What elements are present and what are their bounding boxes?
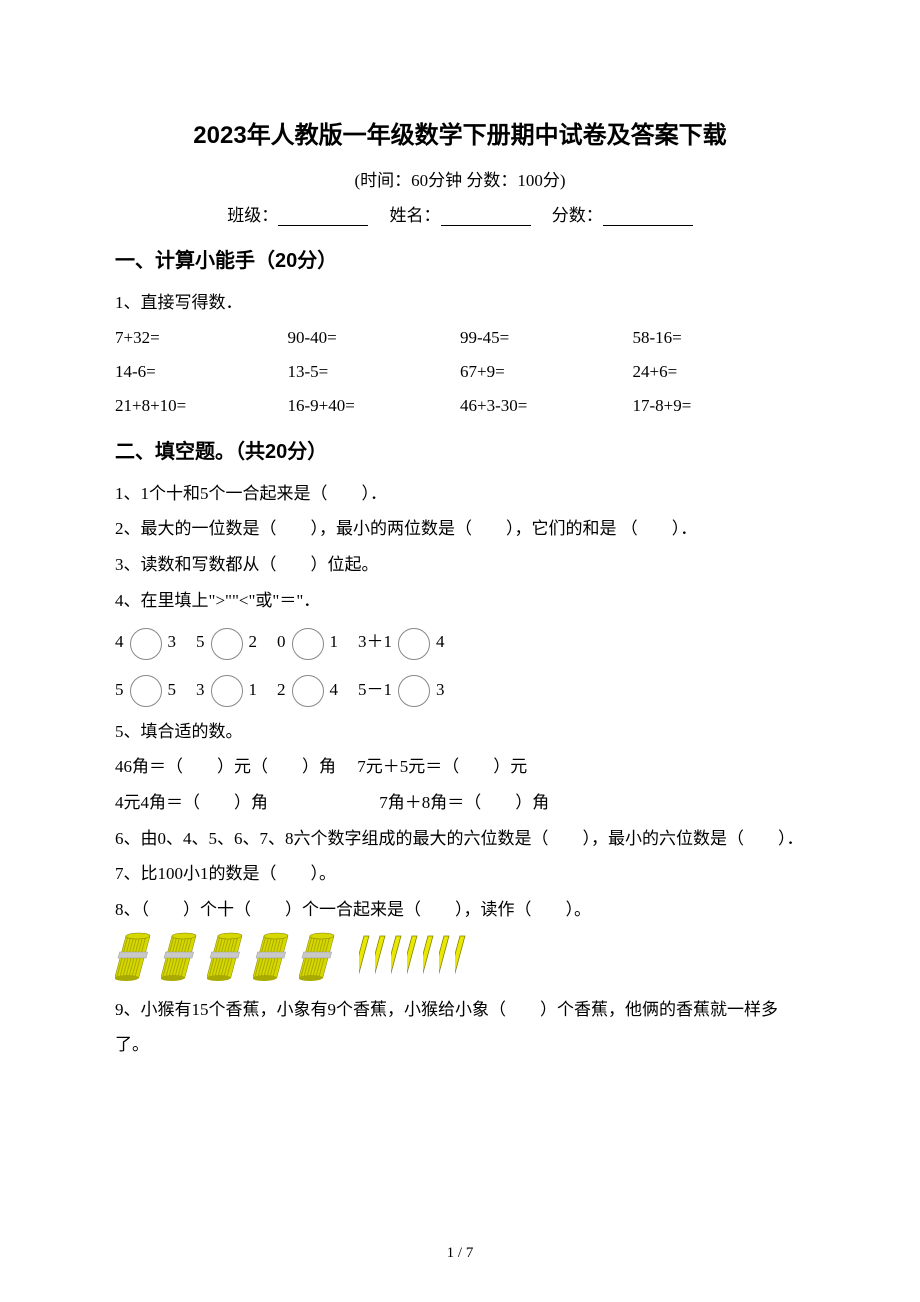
compare-right: 4 xyxy=(436,632,445,651)
compare-left: 3＋1 xyxy=(358,632,392,651)
calc-cell: 17-8+9= xyxy=(633,389,806,423)
q5-line1: 46角＝（ ）元（ ）角 7元＋5元＝（ ）元 xyxy=(115,749,805,785)
compare-right: 3 xyxy=(436,680,445,699)
compare-item: 24 xyxy=(277,666,338,714)
stick-bundle-icon xyxy=(299,932,341,982)
compare-circle xyxy=(211,628,243,660)
compare-left: 4 xyxy=(115,632,124,651)
compare-right: 2 xyxy=(249,632,258,651)
q4-row1: 4352013＋14 xyxy=(115,618,805,666)
compare-right: 1 xyxy=(330,632,339,651)
calc-cell: 58-16= xyxy=(633,321,806,355)
stick-icon xyxy=(391,932,403,982)
compare-item: 43 xyxy=(115,618,176,666)
score-blank xyxy=(603,208,693,226)
q3: 3、读数和写数都从（ ）位起。 xyxy=(115,547,805,583)
compare-circle xyxy=(292,628,324,660)
calc-cell: 67+9= xyxy=(460,355,633,389)
sticks-image xyxy=(115,932,805,982)
compare-circle xyxy=(130,675,162,707)
page-title: 2023年人教版一年级数学下册期中试卷及答案下载 xyxy=(115,115,805,150)
q5-line2: 4元4角＝（ ）角 7角＋8角＝（ ）角 xyxy=(115,785,805,821)
compare-right: 4 xyxy=(330,680,339,699)
class-blank xyxy=(278,208,368,226)
stick-icon xyxy=(455,932,467,982)
calc-grid: 7+32=90-40=99-45=58-16= 14-6=13-5=67+9=24… xyxy=(115,321,805,423)
stick-bundle-icon xyxy=(253,932,295,982)
calc-cell: 90-40= xyxy=(288,321,461,355)
compare-left: 5 xyxy=(115,680,124,699)
compare-right: 1 xyxy=(249,680,258,699)
compare-left: 5 xyxy=(196,632,205,651)
calc-cell: 13-5= xyxy=(288,355,461,389)
q9: 9、小猴有15个香蕉，小象有9个香蕉，小猴给小象（ ）个香蕉，他俩的香蕉就一样多… xyxy=(115,992,805,1063)
compare-left: 3 xyxy=(196,680,205,699)
class-label: 班级： xyxy=(227,206,278,225)
name-blank xyxy=(441,208,531,226)
q5-line1-b: 7元＋5元＝（ ）元 xyxy=(357,757,527,776)
q7: 7、比100小1的数是（ ）。 xyxy=(115,856,805,892)
q8: 8、（ ）个十（ ）个一合起来是（ ），读作（ ）。 xyxy=(115,892,805,928)
stick-bundle-icon xyxy=(207,932,249,982)
compare-circle xyxy=(398,628,430,660)
section1-subheading: 1、直接写得数． xyxy=(115,285,805,321)
compare-left: 2 xyxy=(277,680,286,699)
calc-cell: 7+32= xyxy=(115,321,288,355)
q5-line2-a: 4元4角＝（ ）角 xyxy=(115,785,375,821)
stick-icon xyxy=(375,932,387,982)
compare-item: 3＋1 4 xyxy=(358,618,445,666)
q5-line1-a: 46角＝（ ）元（ ）角 xyxy=(115,757,336,776)
q4-intro: 4、在里填上">""<"或"＝"． xyxy=(115,583,805,619)
calc-cell: 99-45= xyxy=(460,321,633,355)
compare-circle xyxy=(292,675,324,707)
stick-icon xyxy=(423,932,435,982)
compare-left: 0 xyxy=(277,632,286,651)
compare-item: 52 xyxy=(196,618,257,666)
q5-intro: 5、填合适的数。 xyxy=(115,714,805,750)
calc-cell: 46+3-30= xyxy=(460,389,633,423)
compare-circle xyxy=(130,628,162,660)
compare-right: 3 xyxy=(168,632,177,651)
q6: 6、由0、4、5、6、7、8六个数字组成的最大的六位数是（ ），最小的六位数是（… xyxy=(115,821,805,857)
q1: 1、1个十和5个一合起来是（ ）． xyxy=(115,476,805,512)
info-line: 班级： 姓名： 分数： xyxy=(115,201,805,226)
page-footer: 1 / 7 xyxy=(0,1245,920,1262)
compare-item: 01 xyxy=(277,618,338,666)
calc-cell: 21+8+10= xyxy=(115,389,288,423)
compare-right: 5 xyxy=(168,680,177,699)
stick-icon xyxy=(407,932,419,982)
q2: 2、最大的一位数是（ ），最小的两位数是（ ），它们的和是 （ ）． xyxy=(115,511,805,547)
score-label: 分数： xyxy=(552,206,603,225)
compare-item: 5－1 3 xyxy=(358,666,445,714)
q5-line2-b: 7角＋8角＝（ ）角 xyxy=(379,793,549,812)
compare-circle xyxy=(211,675,243,707)
stick-bundle-icon xyxy=(115,932,157,982)
section2-heading: 二、填空题。（共20分） xyxy=(115,435,805,464)
compare-left: 5－1 xyxy=(358,680,392,699)
subtitle: (时间：60分钟 分数：100分) xyxy=(115,166,805,191)
stick-bundle-icon xyxy=(161,932,203,982)
compare-item: 55 xyxy=(115,666,176,714)
name-label: 姓名： xyxy=(390,206,441,225)
calc-cell: 24+6= xyxy=(633,355,806,389)
stick-icon xyxy=(359,932,371,982)
compare-circle xyxy=(398,675,430,707)
compare-item: 31 xyxy=(196,666,257,714)
section1-heading: 一、计算小能手（20分） xyxy=(115,244,805,273)
calc-cell: 14-6= xyxy=(115,355,288,389)
q4-row2: 5531245－13 xyxy=(115,666,805,714)
calc-cell: 16-9+40= xyxy=(288,389,461,423)
stick-icon xyxy=(439,932,451,982)
